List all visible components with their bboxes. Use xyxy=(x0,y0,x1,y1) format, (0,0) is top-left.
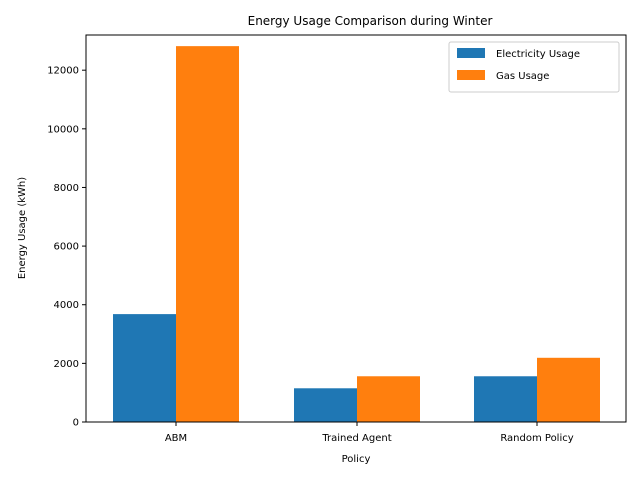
bars-group xyxy=(113,46,600,423)
bar-gas-2 xyxy=(537,357,600,422)
legend-label-gas: Gas Usage xyxy=(496,71,549,82)
bar-electricity-1 xyxy=(294,388,357,422)
y-axis: 0 2000 4000 6000 8000 10000 12000 xyxy=(47,66,86,429)
y-tick-label: 8000 xyxy=(54,183,79,194)
y-tick-label: 4000 xyxy=(54,300,79,311)
legend: Electricity Usage Gas Usage xyxy=(448,41,620,93)
x-tick-label: Trained Agent xyxy=(321,433,391,444)
legend-label-electricity: Electricity Usage xyxy=(496,49,580,60)
x-axis: ABM Trained Agent Random Policy xyxy=(165,422,574,444)
y-tick-label: 12000 xyxy=(47,66,79,77)
bar-gas-0 xyxy=(176,46,239,423)
y-tick-label: 2000 xyxy=(54,359,79,370)
y-axis-label: Energy Usage (kWh) xyxy=(17,177,28,279)
legend-swatch-electricity xyxy=(457,48,485,58)
bar-gas-1 xyxy=(357,376,420,422)
x-tick-label: Random Policy xyxy=(500,433,573,444)
y-tick-label: 6000 xyxy=(54,242,79,253)
y-tick-label: 10000 xyxy=(47,124,79,135)
chart-title: Energy Usage Comparison during Winter xyxy=(248,14,493,28)
legend-swatch-gas xyxy=(457,70,485,80)
bar-electricity-2 xyxy=(474,376,537,422)
bar-electricity-0 xyxy=(113,314,176,422)
y-tick-label: 0 xyxy=(73,418,79,429)
plot-frame xyxy=(85,34,627,423)
legend-box xyxy=(448,41,620,93)
x-axis-label: Policy xyxy=(342,454,371,465)
x-tick-label: ABM xyxy=(165,433,187,444)
